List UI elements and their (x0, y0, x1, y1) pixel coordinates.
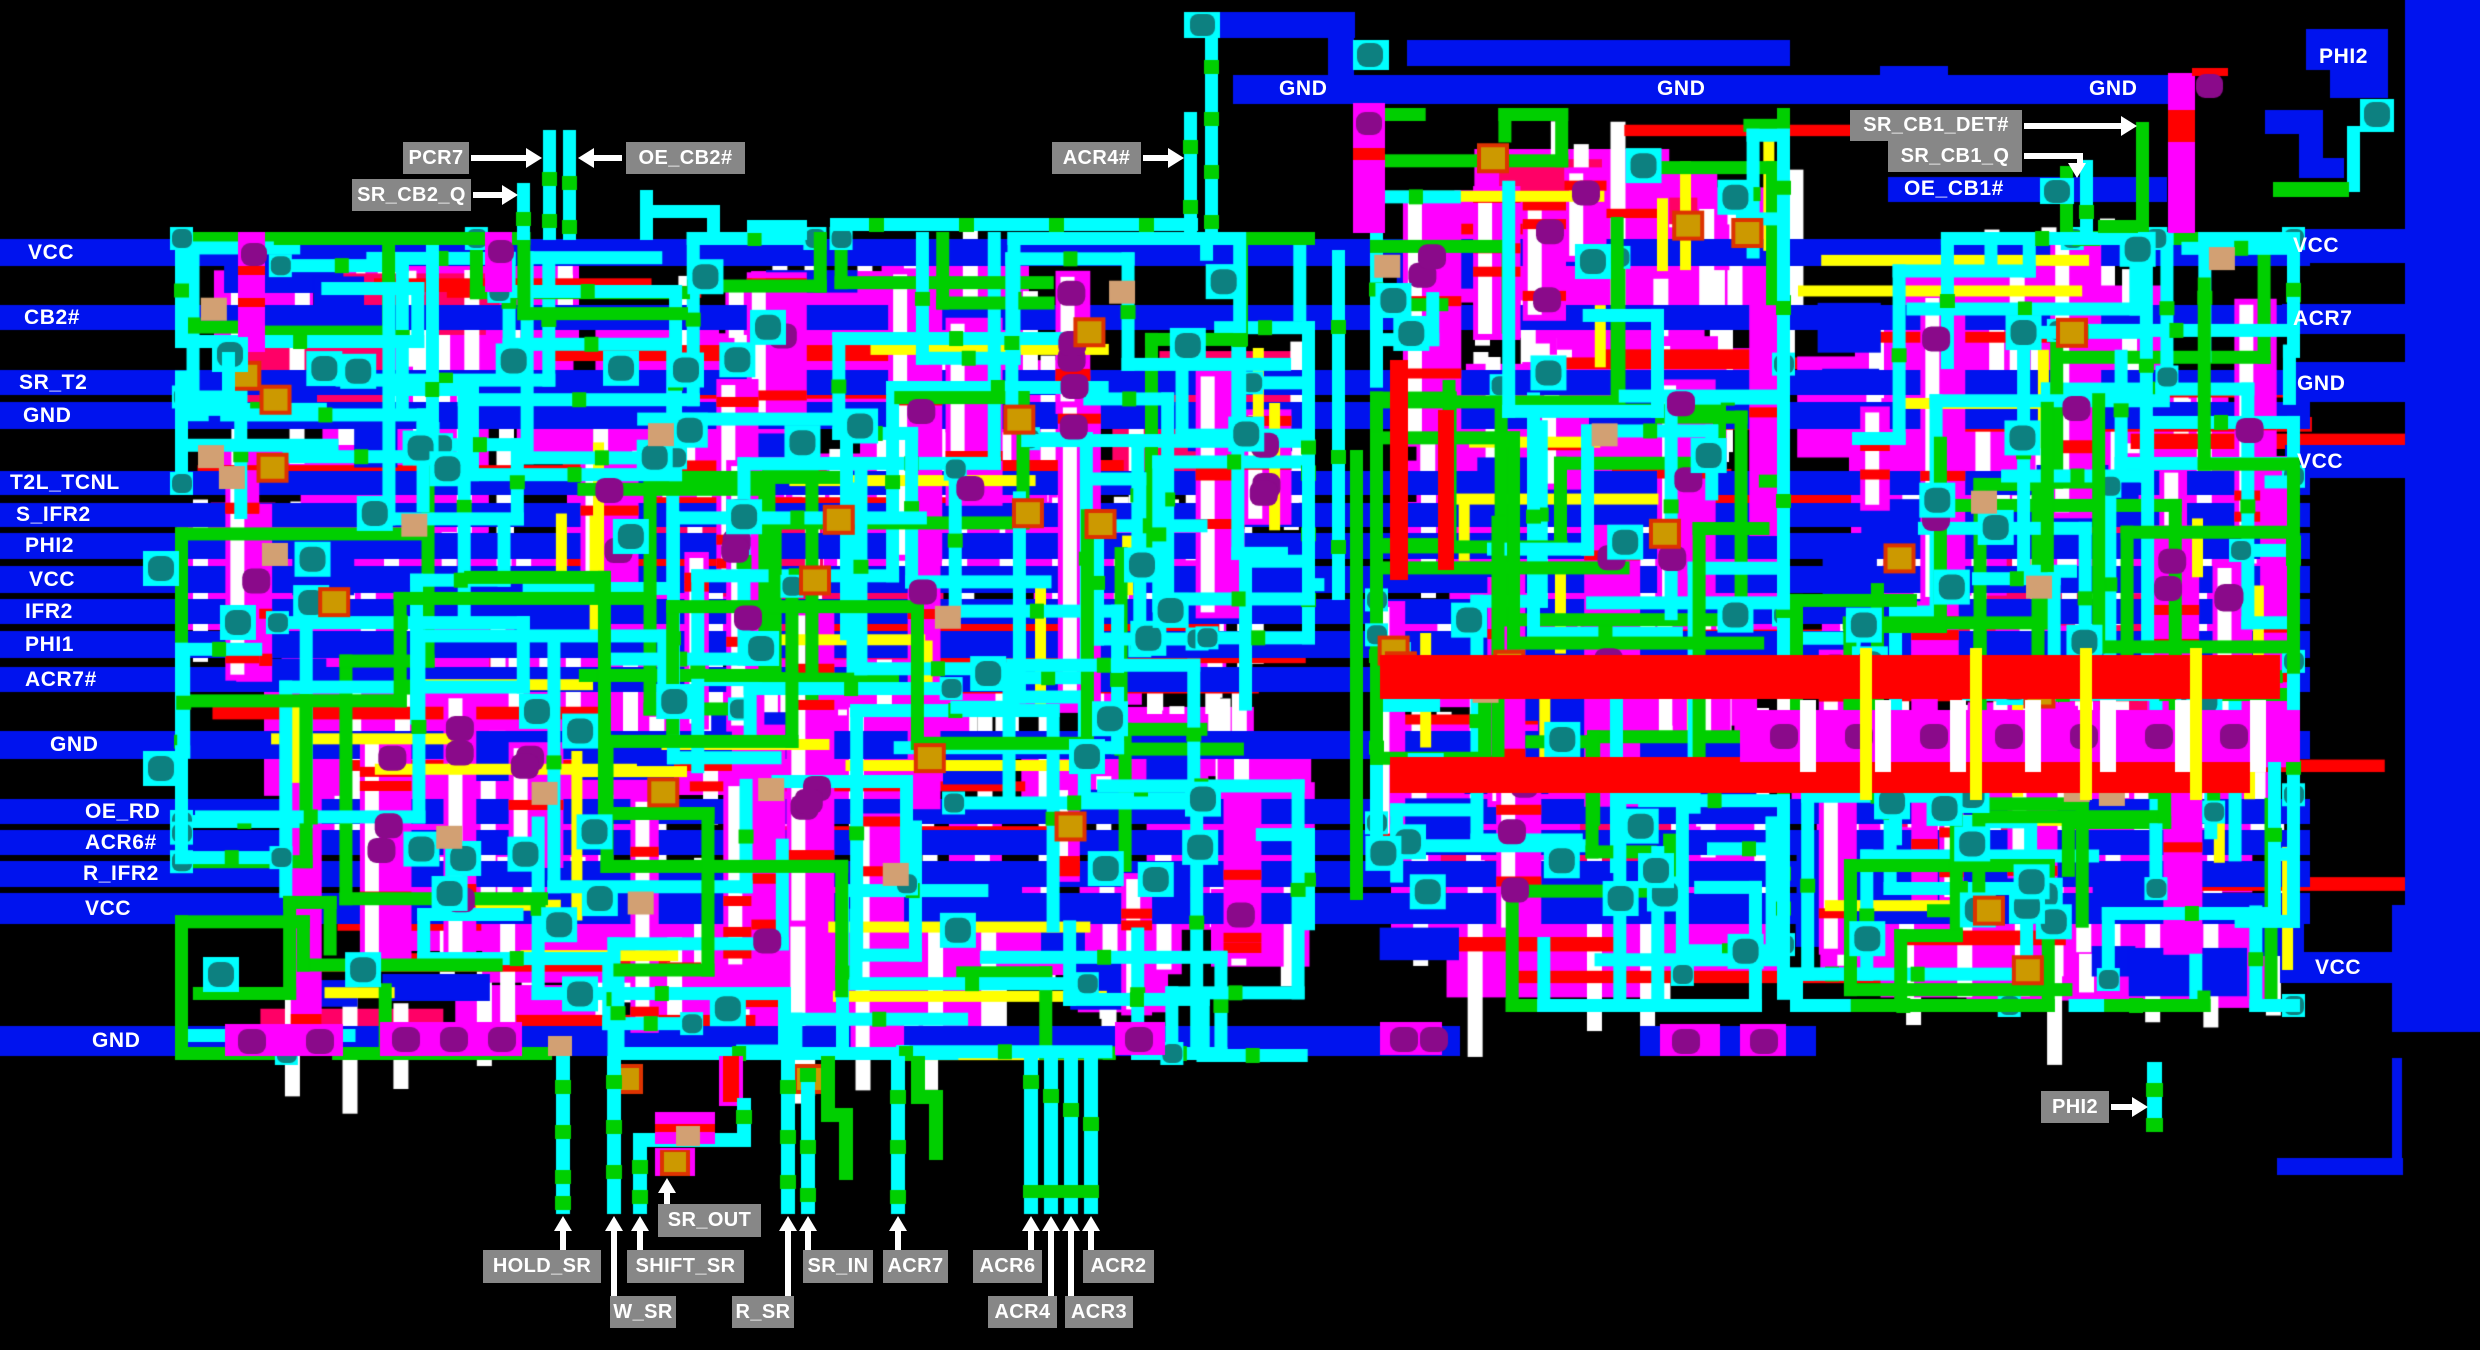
arrow-shaft (2024, 153, 2083, 159)
arrow-up-icon (779, 1216, 797, 1231)
arrow-shaft (664, 1190, 670, 1204)
arrow-shaft (1028, 1228, 1034, 1250)
callout-shift-sr: SHIFT_SR (627, 1250, 744, 1283)
arrow-shaft (471, 155, 528, 161)
callout-phi2: PHI2 (2041, 1091, 2109, 1123)
net-label-gnd: GND (2297, 372, 2346, 395)
net-label-gnd: GND (23, 403, 72, 427)
callout-sr-cb2-q: SR_CB2_Q (352, 179, 471, 211)
callout-sr-cb1-q: SR_CB1_Q (1888, 141, 2022, 172)
arrow-up-icon (1062, 1216, 1080, 1231)
callout-sr-cb1-det-: SR_CB1_DET# (1850, 110, 2022, 141)
callout-acr4-: ACR4# (1052, 142, 1141, 174)
net-label-vcc: VCC (28, 240, 75, 264)
net-label-phi1: PHI1 (25, 632, 75, 656)
net-label-vcc: VCC (2297, 449, 2344, 473)
net-label-r_ifr2: R_IFR2 (83, 862, 159, 885)
callout-pcr7: PCR7 (403, 142, 469, 174)
net-label-s_ifr2: S_IFR2 (16, 503, 91, 526)
arrow-up-icon (1022, 1216, 1040, 1231)
net-label-acr6#: ACR6# (85, 830, 157, 854)
arrow-shaft (1088, 1228, 1094, 1250)
arrow-shaft (895, 1228, 901, 1250)
callout-r-sr: R_SR (732, 1296, 794, 1328)
arrow-shaft (637, 1228, 643, 1250)
callout-acr3: ACR3 (1065, 1296, 1133, 1328)
net-label-gnd: GND (92, 1029, 141, 1052)
arrow-shaft (785, 1228, 791, 1296)
arrow-shaft (805, 1228, 811, 1250)
arrow-right-icon (2121, 116, 2137, 136)
callout-sr-out: SR_OUT (658, 1204, 761, 1237)
arrow-down-icon (2068, 163, 2086, 178)
arrow-shaft (591, 155, 622, 161)
net-label-oe-cb1-: OE_CB1# (1904, 177, 2004, 200)
net-label-gnd: GND (1279, 77, 1328, 100)
arrow-left-icon (578, 148, 594, 168)
callout-acr7: ACR7 (883, 1250, 948, 1283)
callout-acr6: ACR6 (973, 1250, 1042, 1283)
net-label-vcc: VCC (2293, 234, 2340, 257)
net-label-acr7: ACR7 (2293, 307, 2353, 330)
arrow-right-icon (502, 185, 518, 205)
net-label-cb2#: CB2# (24, 305, 81, 329)
callout-sr-in: SR_IN (803, 1250, 873, 1283)
arrow-right-icon (2132, 1097, 2148, 1117)
arrow-shaft (1048, 1228, 1054, 1296)
arrow-shaft (2024, 123, 2123, 129)
arrow-up-icon (799, 1216, 817, 1231)
net-label-sr_t2: SR_T2 (19, 370, 88, 394)
arrow-shaft (560, 1228, 566, 1250)
net-label-gnd: GND (50, 733, 99, 756)
arrow-up-icon (605, 1216, 623, 1231)
arrow-shaft (2111, 1104, 2134, 1110)
net-label-acr7#: ACR7# (25, 667, 97, 691)
arrow-up-icon (554, 1216, 572, 1231)
arrow-shaft (611, 1228, 617, 1296)
callout-acr4: ACR4 (988, 1296, 1057, 1328)
net-label-oe_rd: OE_RD (85, 799, 161, 823)
net-label-phi2: PHI2 (25, 534, 75, 557)
arrow-up-icon (631, 1216, 649, 1231)
callout-w-sr: W_SR (610, 1296, 676, 1328)
arrow-right-icon (526, 148, 542, 168)
net-label-t2l_tcnl: T2L_TCNL (10, 471, 120, 494)
net-label-vcc: VCC (29, 567, 76, 591)
arrow-up-icon (658, 1178, 676, 1193)
callout-acr2: ACR2 (1083, 1250, 1154, 1283)
arrow-up-icon (1042, 1216, 1060, 1231)
callout-oe-cb2-: OE_CB2# (626, 142, 745, 174)
arrow-up-icon (1082, 1216, 1100, 1231)
net-label-gnd: GND (1657, 77, 1706, 100)
arrow-shaft (1068, 1228, 1074, 1296)
net-label-gnd: GND (2089, 77, 2138, 100)
net-label-phi2: PHI2 (2319, 45, 2369, 68)
net-label-vcc: VCC (2315, 955, 2362, 979)
arrow-shaft (1143, 155, 1170, 161)
arrow-shaft (473, 192, 504, 198)
callout-hold-sr: HOLD_SR (483, 1250, 601, 1283)
arrow-right-icon (1168, 148, 1184, 168)
net-label-vcc: VCC (85, 896, 132, 920)
arrow-shaft (2077, 153, 2083, 164)
net-label-ifr2: IFR2 (25, 599, 73, 623)
arrow-up-icon (889, 1216, 907, 1231)
